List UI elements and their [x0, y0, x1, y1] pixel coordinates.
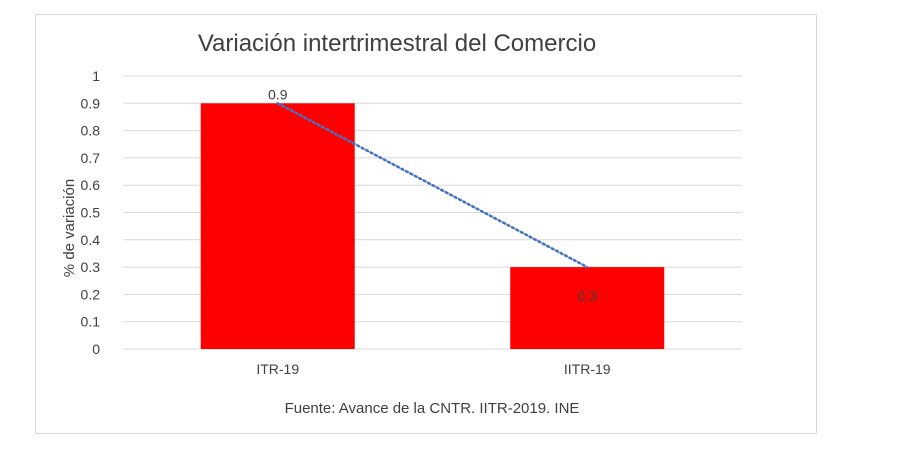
- data-label-0: 0.9: [268, 86, 288, 102]
- x-tick-label-1: IITR-19: [564, 361, 611, 377]
- x-tick-label-0: ITR-19: [256, 361, 299, 377]
- trendline: [276, 102, 589, 269]
- trendline-group: [276, 102, 589, 269]
- chart-title: Variación intertrimestral del Comercio: [198, 30, 596, 57]
- x-axis-ticks: ITR-19 IITR-19: [256, 361, 610, 377]
- data-label-1: 0.3: [578, 288, 598, 304]
- bar-IITR-19: [510, 267, 665, 349]
- y-tick-label-8: 0.8: [81, 123, 101, 139]
- y-tick-label-5: 0.5: [81, 205, 101, 221]
- y-tick-label-3: 0.3: [81, 259, 101, 275]
- bars: [200, 103, 665, 349]
- bar-ITR-19: [200, 103, 355, 349]
- y-tick-label-6: 0.6: [81, 177, 101, 193]
- y-tick-label-9: 0.9: [81, 95, 101, 111]
- data-labels: 0.9 0.3: [268, 86, 597, 304]
- source-note: Fuente: Avance de la CNTR. IITR-2019. IN…: [285, 400, 580, 417]
- y-tick-label-7: 0.7: [81, 150, 101, 166]
- y-tick-label-10: 1: [92, 68, 100, 84]
- y-axis-ticks: 0 0.1 0.2 0.3 0.4 0.5 0.6 0.7 0.8 0.9 1: [81, 68, 101, 357]
- y-tick-label-2: 0.2: [81, 286, 101, 302]
- y-tick-label-4: 0.4: [81, 232, 101, 248]
- y-axis-label: % de variación: [61, 179, 78, 277]
- chart-frame: Variación intertrimestral del Comercio 0…: [35, 14, 817, 434]
- chart-svg: Variación intertrimestral del Comercio 0…: [61, 30, 742, 417]
- y-tick-label-1: 0.1: [81, 314, 101, 330]
- y-tick-label-0: 0: [92, 341, 100, 357]
